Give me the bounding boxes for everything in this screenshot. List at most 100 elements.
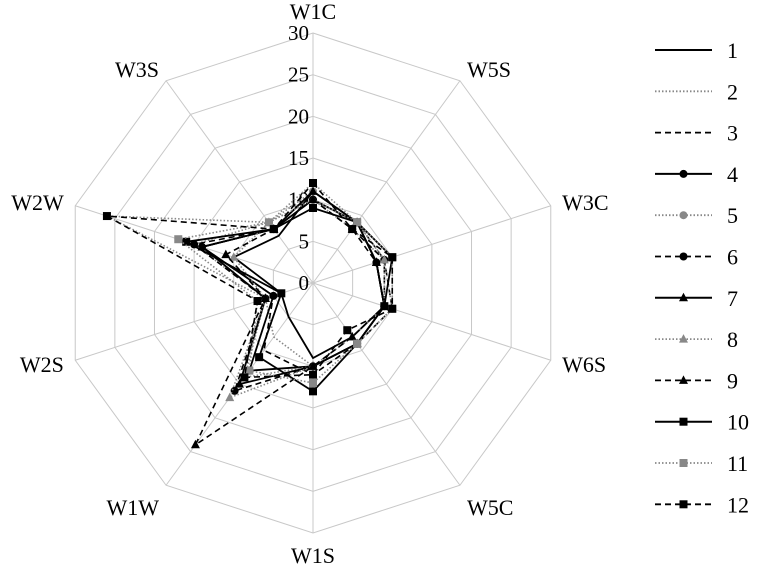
grid-spoke xyxy=(312,205,551,284)
axis-label-w2w: W2W xyxy=(11,190,64,215)
axis-labels: W1C W5S W3C W6S W5C W1S W1W W2S W2W W3S xyxy=(11,0,608,567)
data-point-9 xyxy=(308,361,318,370)
series-12 xyxy=(102,179,397,382)
data-point-12 xyxy=(388,253,397,262)
data-point-12 xyxy=(388,304,397,313)
data-point-8 xyxy=(229,252,239,261)
data-point-10 xyxy=(309,204,317,212)
data-point-12 xyxy=(253,297,262,306)
axis-label-w1s: W1S xyxy=(291,543,335,567)
legend-item-7: 7 xyxy=(655,286,738,311)
data-point-9 xyxy=(371,257,381,266)
legend-label: 6 xyxy=(727,245,738,270)
legend-label: 8 xyxy=(727,327,738,352)
data-point-9 xyxy=(221,249,231,259)
legend-item-12: 12 xyxy=(655,492,749,517)
legend-item-8: 8 xyxy=(655,327,738,352)
data-point-11 xyxy=(264,218,273,227)
data-point-8 xyxy=(379,254,389,264)
legend-marker xyxy=(679,459,688,467)
legend-item-3: 3 xyxy=(655,121,738,146)
data-point-9 xyxy=(347,331,357,341)
legend-item-6: 6 xyxy=(655,245,738,270)
data-point-11 xyxy=(174,235,183,244)
legend-label: 12 xyxy=(727,492,749,517)
legend-marker xyxy=(679,500,688,509)
data-point-11 xyxy=(245,366,254,375)
data-point-9 xyxy=(190,439,200,449)
axis-label-w1w: W1W xyxy=(106,495,159,520)
legend-item-9: 9 xyxy=(655,368,738,393)
radial-tick-label: 30 xyxy=(288,21,309,45)
data-point-4 xyxy=(269,291,278,300)
axis-label-w6s: W6S xyxy=(562,352,606,377)
data-point-12 xyxy=(102,212,111,221)
data-point-12 xyxy=(343,326,352,335)
axis-label-w2s: W2S xyxy=(20,352,64,377)
data-point-8 xyxy=(225,392,235,402)
data-point-7 xyxy=(235,379,245,388)
data-point-11 xyxy=(353,339,362,348)
data-point-9 xyxy=(260,293,270,302)
radial-tick-label: 5 xyxy=(299,229,310,253)
data-point-12 xyxy=(348,225,357,234)
data-point-7 xyxy=(308,186,318,195)
legend-label: 7 xyxy=(727,286,738,311)
series-11 xyxy=(174,179,397,387)
grid-spoke xyxy=(165,80,314,284)
legend-item-11: 11 xyxy=(655,451,748,476)
data-point-10 xyxy=(380,302,389,311)
legend-item-2: 2 xyxy=(655,79,738,104)
axis-label-w5s: W5S xyxy=(467,57,511,82)
radial-tick-label: 25 xyxy=(288,63,309,87)
series-line-12 xyxy=(106,181,394,379)
legend-label: 11 xyxy=(727,451,748,476)
legend-marker xyxy=(679,375,688,384)
data-point-9 xyxy=(308,194,318,204)
legend-marker xyxy=(679,334,688,343)
radial-tick-label: 20 xyxy=(288,104,309,128)
radial-tick-label: 15 xyxy=(288,146,309,170)
legend-marker xyxy=(679,292,688,302)
axis-label-w3s: W3S xyxy=(115,57,159,82)
legend-label: 3 xyxy=(727,121,738,146)
legend-item-10: 10 xyxy=(655,410,749,435)
legend-label: 9 xyxy=(727,368,738,393)
legend-item-1: 1 xyxy=(655,38,738,63)
data-point-10 xyxy=(309,387,317,396)
axis-label-w5c: W5C xyxy=(467,495,513,520)
legend-label: 4 xyxy=(727,162,738,187)
series-line-3 xyxy=(200,190,394,376)
data-point-11 xyxy=(353,218,362,227)
grid-spoke xyxy=(312,282,461,486)
data-point-12 xyxy=(240,373,249,382)
legend-item-4: 4 xyxy=(655,162,738,187)
data-point-10 xyxy=(182,237,191,246)
grid-spoke xyxy=(312,282,551,361)
data-point-10 xyxy=(255,353,264,362)
legend-marker xyxy=(679,169,688,178)
grid-spoke xyxy=(312,80,461,284)
legend-label: 5 xyxy=(727,203,738,228)
series-3 xyxy=(200,190,394,376)
legend-label: 2 xyxy=(727,79,738,104)
axis-label-w1c: W1C xyxy=(290,0,336,24)
legend-marker xyxy=(679,252,688,261)
series-lines xyxy=(102,179,397,449)
radial-tick-label: 0 xyxy=(299,271,310,295)
radar-grid xyxy=(74,32,552,534)
legend-marker xyxy=(679,211,688,220)
data-point-12 xyxy=(309,370,317,379)
series-line-11 xyxy=(176,181,394,384)
legend-label: 10 xyxy=(727,410,749,435)
data-point-12 xyxy=(309,179,317,187)
legend-marker xyxy=(679,417,688,426)
axis-label-w3c: W3C xyxy=(562,190,608,215)
legend-label: 1 xyxy=(727,38,738,63)
legend-item-5: 5 xyxy=(655,203,738,228)
data-point-11 xyxy=(309,379,317,387)
data-point-10 xyxy=(277,289,286,298)
